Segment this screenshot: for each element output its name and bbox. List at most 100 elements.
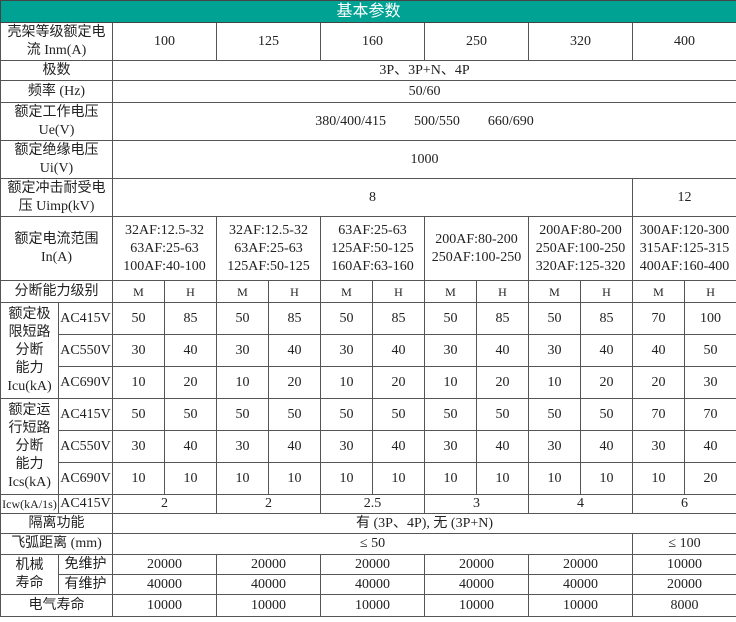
elec-value: 10000 xyxy=(320,594,425,617)
mech-value: 40000 xyxy=(424,574,529,595)
mech-value: 20000 xyxy=(320,554,425,575)
icu-value: 20 xyxy=(372,366,425,399)
ics-value: 30 xyxy=(424,430,477,463)
icu-value: 30 xyxy=(683,366,736,399)
icu-value: 20 xyxy=(164,366,217,399)
icu-value: 30 xyxy=(216,334,269,367)
ics-voltage: AC415V xyxy=(58,398,113,431)
mech-value: 20000 xyxy=(216,554,321,575)
ics-value: 50 xyxy=(320,398,373,431)
icu-value: 10 xyxy=(424,366,477,399)
icu-value: 20 xyxy=(632,366,685,399)
icu-value: 20 xyxy=(476,366,529,399)
title-row: 基本参数 xyxy=(0,0,736,23)
icu-value: 10 xyxy=(528,366,581,399)
frame-current-value: 100 xyxy=(112,22,217,61)
icu-value: 30 xyxy=(112,334,165,367)
icu-value: 30 xyxy=(528,334,581,367)
ics-value: 10 xyxy=(632,462,685,495)
mech-sublabel: 免维护 xyxy=(58,554,113,575)
arc-value: ≤ 100 xyxy=(631,533,736,555)
breaking-level-value: H xyxy=(476,280,529,303)
breaking-level-row: 分断能力级别 M H M H M H M H M H M H xyxy=(0,280,736,303)
uimp-label: 额定冲击耐受电 压 Uimp(kV) xyxy=(0,178,113,217)
icu-value: 40 xyxy=(632,334,685,367)
icu-value: 85 xyxy=(164,302,217,335)
ics-value: 70 xyxy=(632,398,685,431)
isolation-label: 隔离功能 xyxy=(0,513,113,534)
poles-value: 3P、3P+N、4P xyxy=(111,60,736,81)
mech-value: 40000 xyxy=(528,574,633,595)
ics-value: 50 xyxy=(580,398,633,431)
uimp-row: 额定冲击耐受电 压 Uimp(kV) 8 12 xyxy=(0,178,736,217)
ue-voltage: 500/550 xyxy=(414,113,460,129)
poles-label: 极数 xyxy=(0,60,113,81)
ue-row: 额定工作电压 Ue(V) 380/400/415 500/550 660/690 xyxy=(0,102,736,141)
ue-voltage: 660/690 xyxy=(487,113,534,129)
ics-value: 10 xyxy=(216,462,269,495)
icu-value: 50 xyxy=(683,334,736,367)
breaking-level-value: M xyxy=(632,280,685,303)
icu-label: 额定极 限短路 分断 能力 Icu(kA) xyxy=(0,302,59,399)
frame-current-value: 400 xyxy=(631,22,736,61)
icu-value: 20 xyxy=(580,366,633,399)
arc-row: 飞弧距离 (mm) ≤ 50 ≤ 100 xyxy=(0,533,736,555)
ics-value: 50 xyxy=(164,398,217,431)
ics-value: 10 xyxy=(268,462,321,495)
breaking-level-value: M xyxy=(528,280,581,303)
ics-value: 50 xyxy=(528,398,581,431)
icu-value: 50 xyxy=(528,302,581,335)
in-range-label: 额定电流范围 In(A) xyxy=(0,216,113,281)
icw-value: 2.5 xyxy=(320,494,425,514)
ics-value: 30 xyxy=(320,430,373,463)
icu-value: 85 xyxy=(268,302,321,335)
ics-value: 50 xyxy=(476,398,529,431)
icu-value: 10 xyxy=(320,366,373,399)
icu-value: 30 xyxy=(320,334,373,367)
ics-value: 10 xyxy=(580,462,633,495)
ics-label: 额定运 行短路 分断 能力 Ics(kA) xyxy=(0,398,59,495)
ics-row: AC690V 10 10 10 10 10 10 10 10 10 10 10 20 xyxy=(1,462,736,495)
mech-value: 40000 xyxy=(112,574,217,595)
elec-value: 10000 xyxy=(424,594,529,617)
icw-value: 4 xyxy=(528,494,633,514)
ics-value: 40 xyxy=(164,430,217,463)
elec-row: 电气寿命 10000 10000 10000 10000 10000 8000 xyxy=(0,594,736,617)
ui-row: 额定绝缘电压 Ui(V) 1000 xyxy=(0,140,736,179)
icu-value: 50 xyxy=(424,302,477,335)
breaking-level-value: H xyxy=(372,280,425,303)
icu-voltage: AC415V xyxy=(58,302,113,335)
icu-value: 40 xyxy=(268,334,321,367)
in-range-value: 32AF:12.5-32 63AF:25-63 125AF:50-125 xyxy=(216,216,321,281)
breaking-level-value: H xyxy=(580,280,633,303)
mech-value: 40000 xyxy=(216,574,321,595)
icu-value: 50 xyxy=(320,302,373,335)
mech-label: 机械 寿命 xyxy=(0,554,59,595)
ics-value: 30 xyxy=(112,430,165,463)
icw-voltage: AC415V xyxy=(58,494,113,514)
ics-voltage: AC550V xyxy=(58,430,113,463)
ics-value: 50 xyxy=(372,398,425,431)
arc-label: 飞弧距离 (mm) xyxy=(0,533,113,555)
breaking-level-value: H xyxy=(683,280,736,303)
in-range-row: 额定电流范围 In(A) 32AF:12.5-32 63AF:25-63 100A… xyxy=(0,216,736,281)
icu-value: 20 xyxy=(268,366,321,399)
icu-value: 100 xyxy=(683,302,736,335)
icu-value: 85 xyxy=(476,302,529,335)
icu-value: 30 xyxy=(424,334,477,367)
frame-current-value: 320 xyxy=(528,22,633,61)
elec-value: 10000 xyxy=(112,594,217,617)
breaking-level-value: M xyxy=(424,280,477,303)
ics-value: 40 xyxy=(268,430,321,463)
frame-current-value: 250 xyxy=(424,22,529,61)
ics-value: 20 xyxy=(683,462,736,495)
arc-value: ≤ 50 xyxy=(112,533,633,555)
ics-value: 10 xyxy=(320,462,373,495)
ics-value: 50 xyxy=(216,398,269,431)
icw-value: 3 xyxy=(424,494,529,514)
frequency-row: 频率 (Hz) 50/60 xyxy=(0,80,736,103)
icu-voltage: AC690V xyxy=(58,366,113,399)
mech-value: 20000 xyxy=(528,554,633,575)
icu-value: 40 xyxy=(164,334,217,367)
breaking-level-value: M xyxy=(320,280,373,303)
